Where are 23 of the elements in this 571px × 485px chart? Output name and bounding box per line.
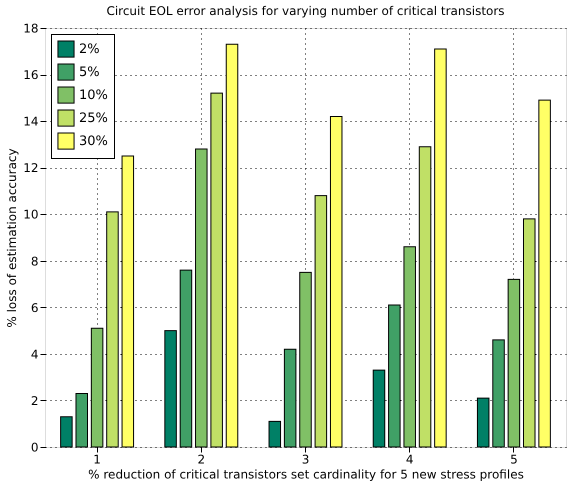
y-tick-label: 18 — [23, 22, 38, 36]
legend-label: 2% — [79, 42, 100, 57]
x-tick-label: 3 — [302, 452, 310, 466]
x-tick-label: 4 — [406, 452, 414, 466]
x-tick-label: 1 — [93, 452, 101, 466]
y-tick-label: 10 — [23, 208, 38, 222]
y-tick-label: 0 — [30, 440, 38, 454]
y-tick-label: 6 — [30, 300, 38, 315]
legend-label: 10% — [79, 88, 108, 103]
legend-label: 30% — [79, 134, 108, 149]
y-tick-label: 8 — [30, 254, 38, 268]
y-axis-title: % loss of estimation accuracy — [5, 148, 20, 328]
y-tick-label: 2 — [30, 394, 38, 408]
y-tick-label: 16 — [23, 68, 38, 82]
x-axis-title: % reduction of critical transistors set cardinality for 5 new stress profiles — [88, 468, 524, 482]
legend-label: 5% — [79, 65, 100, 80]
chart-title: Circuit EOL error analysis for varying number of critical transistors — [106, 4, 505, 18]
y-tick-label: 14 — [23, 114, 38, 129]
y-tick-label: 4 — [30, 347, 38, 362]
x-tick-label: 5 — [510, 452, 518, 466]
x-tick-label: 2 — [197, 452, 206, 466]
legend-label: 25% — [79, 111, 108, 126]
y-tick-label: 12 — [23, 161, 38, 176]
